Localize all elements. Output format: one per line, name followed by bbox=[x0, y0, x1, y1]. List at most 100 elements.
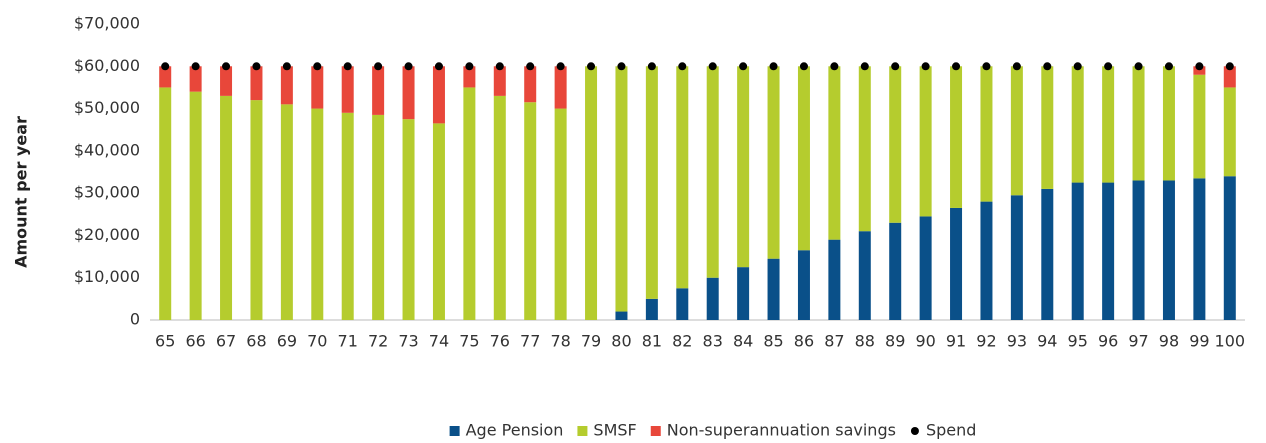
x-tick-label: 97 bbox=[1128, 332, 1148, 351]
x-tick-label: 65 bbox=[155, 332, 175, 351]
x-tick-label: 85 bbox=[763, 332, 783, 351]
spend-dot bbox=[434, 62, 443, 71]
spend-dot bbox=[313, 62, 322, 71]
bar-segment bbox=[615, 311, 628, 320]
x-tick-label: 83 bbox=[703, 332, 723, 351]
x-tick-label: 98 bbox=[1159, 332, 1179, 351]
bar-segment bbox=[919, 216, 932, 320]
x-tick-label: 93 bbox=[1007, 332, 1027, 351]
bar-segment bbox=[919, 66, 932, 217]
bar-segment bbox=[1162, 180, 1175, 320]
bar-segment bbox=[828, 66, 841, 240]
bar-segment bbox=[980, 66, 993, 202]
x-tick-label: 94 bbox=[1037, 332, 1057, 351]
bar-segment bbox=[1010, 195, 1023, 320]
bar-segment bbox=[432, 66, 445, 124]
y-tick-label: $20,000 bbox=[74, 225, 140, 244]
bar-segment bbox=[524, 66, 537, 103]
bar-segment bbox=[402, 66, 415, 120]
x-tick-label: 81 bbox=[642, 332, 662, 351]
spend-dot bbox=[678, 62, 687, 71]
spend-dot bbox=[647, 62, 656, 71]
bar-segment bbox=[1071, 66, 1084, 183]
bar-segment bbox=[615, 66, 628, 312]
bar-segment bbox=[737, 267, 750, 320]
bar-segment bbox=[950, 207, 963, 320]
x-tick-label: 91 bbox=[946, 332, 966, 351]
y-tick-label: $60,000 bbox=[74, 56, 140, 75]
spend-dot bbox=[739, 62, 748, 71]
spend-dot bbox=[495, 62, 504, 71]
bar-segment bbox=[858, 66, 871, 232]
spend-dot bbox=[921, 62, 930, 71]
x-tick-label: 77 bbox=[520, 332, 540, 351]
x-tick-label: 76 bbox=[490, 332, 510, 351]
bar-segment bbox=[1223, 66, 1236, 88]
legend-label: Age Pension bbox=[466, 421, 564, 440]
spend-dot bbox=[374, 62, 383, 71]
spend-dot bbox=[252, 62, 261, 71]
x-tick-label: 69 bbox=[277, 332, 297, 351]
bar-segment bbox=[189, 66, 202, 92]
spend-dot bbox=[1043, 62, 1052, 71]
x-tick-label: 78 bbox=[550, 332, 570, 351]
legend-marker bbox=[449, 426, 460, 436]
bar-segment bbox=[1193, 66, 1206, 75]
bar-segment bbox=[1193, 74, 1206, 179]
bar-segment bbox=[372, 66, 385, 115]
bar-segment bbox=[706, 66, 719, 278]
spend-dot bbox=[587, 62, 596, 71]
spend-dot bbox=[343, 62, 352, 71]
legend-label: SMSF bbox=[593, 421, 636, 440]
bar-segment bbox=[463, 87, 476, 320]
bar-segment bbox=[889, 66, 902, 223]
bar-segment bbox=[1102, 182, 1115, 320]
bar-segment bbox=[585, 66, 598, 321]
spend-dot bbox=[982, 62, 991, 71]
bar-segment bbox=[554, 108, 567, 320]
spend-dot bbox=[191, 62, 200, 71]
bar-segment bbox=[220, 95, 233, 320]
bar-segment bbox=[341, 66, 354, 113]
spend-dot bbox=[1073, 62, 1082, 71]
spend-dot bbox=[891, 62, 900, 71]
x-tick-label: 84 bbox=[733, 332, 753, 351]
y-tick-label: $30,000 bbox=[74, 183, 140, 202]
y-tick-label: $50,000 bbox=[74, 98, 140, 117]
x-tick-label: 86 bbox=[794, 332, 814, 351]
bar-segment bbox=[980, 201, 993, 320]
x-tick-label: 99 bbox=[1189, 332, 1209, 351]
bar-segment bbox=[1041, 188, 1054, 320]
bar-segment bbox=[828, 239, 841, 320]
bar-segment bbox=[554, 66, 567, 109]
y-tick-label: $40,000 bbox=[74, 140, 140, 159]
bar-segment bbox=[1071, 182, 1084, 320]
spend-dot bbox=[161, 62, 170, 71]
x-tick-label: 75 bbox=[459, 332, 479, 351]
x-tick-label: 87 bbox=[824, 332, 844, 351]
spend-dot bbox=[404, 62, 413, 71]
y-tick-label: $70,000 bbox=[74, 14, 140, 33]
spend-dot bbox=[708, 62, 717, 71]
bar-segment bbox=[858, 231, 871, 320]
bar-segment bbox=[706, 277, 719, 320]
bar-segment bbox=[1010, 66, 1023, 196]
spend-dot bbox=[617, 62, 626, 71]
x-tick-label: 90 bbox=[915, 332, 935, 351]
spend-dot bbox=[830, 62, 839, 71]
spend-dot bbox=[1195, 62, 1204, 71]
bar-segment bbox=[1193, 178, 1206, 320]
bar-segment bbox=[1223, 176, 1236, 320]
bar-segment bbox=[1162, 66, 1175, 181]
bar-segment bbox=[311, 66, 324, 109]
bar-segment bbox=[463, 66, 476, 88]
x-tick-label: 88 bbox=[855, 332, 875, 351]
bar-segment bbox=[767, 66, 780, 259]
bar-segment bbox=[372, 114, 385, 321]
bar-segment bbox=[1102, 66, 1115, 183]
x-tick-label: 74 bbox=[429, 332, 449, 351]
bar-segment bbox=[676, 288, 689, 320]
spend-dot bbox=[1012, 62, 1021, 71]
spend-dot bbox=[526, 62, 535, 71]
